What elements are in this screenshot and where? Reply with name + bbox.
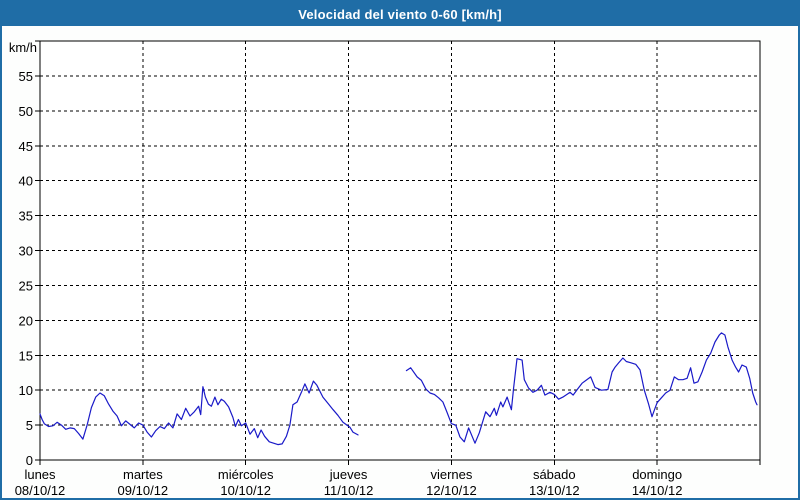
y-tick-label: 25: [19, 278, 33, 293]
x-day-label: miércoles: [218, 467, 274, 482]
x-day-label: domingo: [632, 467, 682, 482]
x-day-label: jueves: [329, 467, 368, 482]
y-tick-label: 5: [26, 418, 33, 433]
x-day-label: lunes: [24, 467, 56, 482]
x-date-label: 10/10/12: [220, 483, 271, 498]
y-tick-label: 10: [19, 383, 33, 398]
y-tick-label: 50: [19, 104, 33, 119]
series-line: [39, 380, 359, 446]
y-tick-label: 0: [26, 453, 33, 468]
x-date-label: 08/10/12: [15, 483, 66, 498]
x-date-label: 09/10/12: [118, 483, 169, 498]
x-day-label: sábado: [533, 467, 576, 482]
x-date-label: 12/10/12: [426, 483, 477, 498]
x-date-label: 11/10/12: [324, 483, 374, 498]
y-tick-label: 55: [19, 69, 33, 84]
title-bar: Velocidad del viento 0-60 [km/h]: [2, 2, 798, 26]
x-day-label: martes: [123, 467, 163, 482]
y-tick-label: 20: [19, 313, 33, 328]
y-tick-label: 30: [19, 244, 33, 259]
y-tick-label: 15: [19, 348, 33, 363]
y-tick-label: 45: [19, 139, 33, 154]
series-line: [405, 332, 758, 444]
chart-title: Velocidad del viento 0-60 [km/h]: [298, 6, 502, 22]
x-date-label: 13/10/12: [529, 483, 580, 498]
y-axis-unit-label: km/h: [9, 40, 37, 55]
y-tick-label: 40: [19, 174, 33, 189]
y-tick-label: 35: [19, 209, 33, 224]
x-day-label: viernes: [430, 467, 472, 482]
x-date-label: 14/10/12: [632, 483, 683, 498]
